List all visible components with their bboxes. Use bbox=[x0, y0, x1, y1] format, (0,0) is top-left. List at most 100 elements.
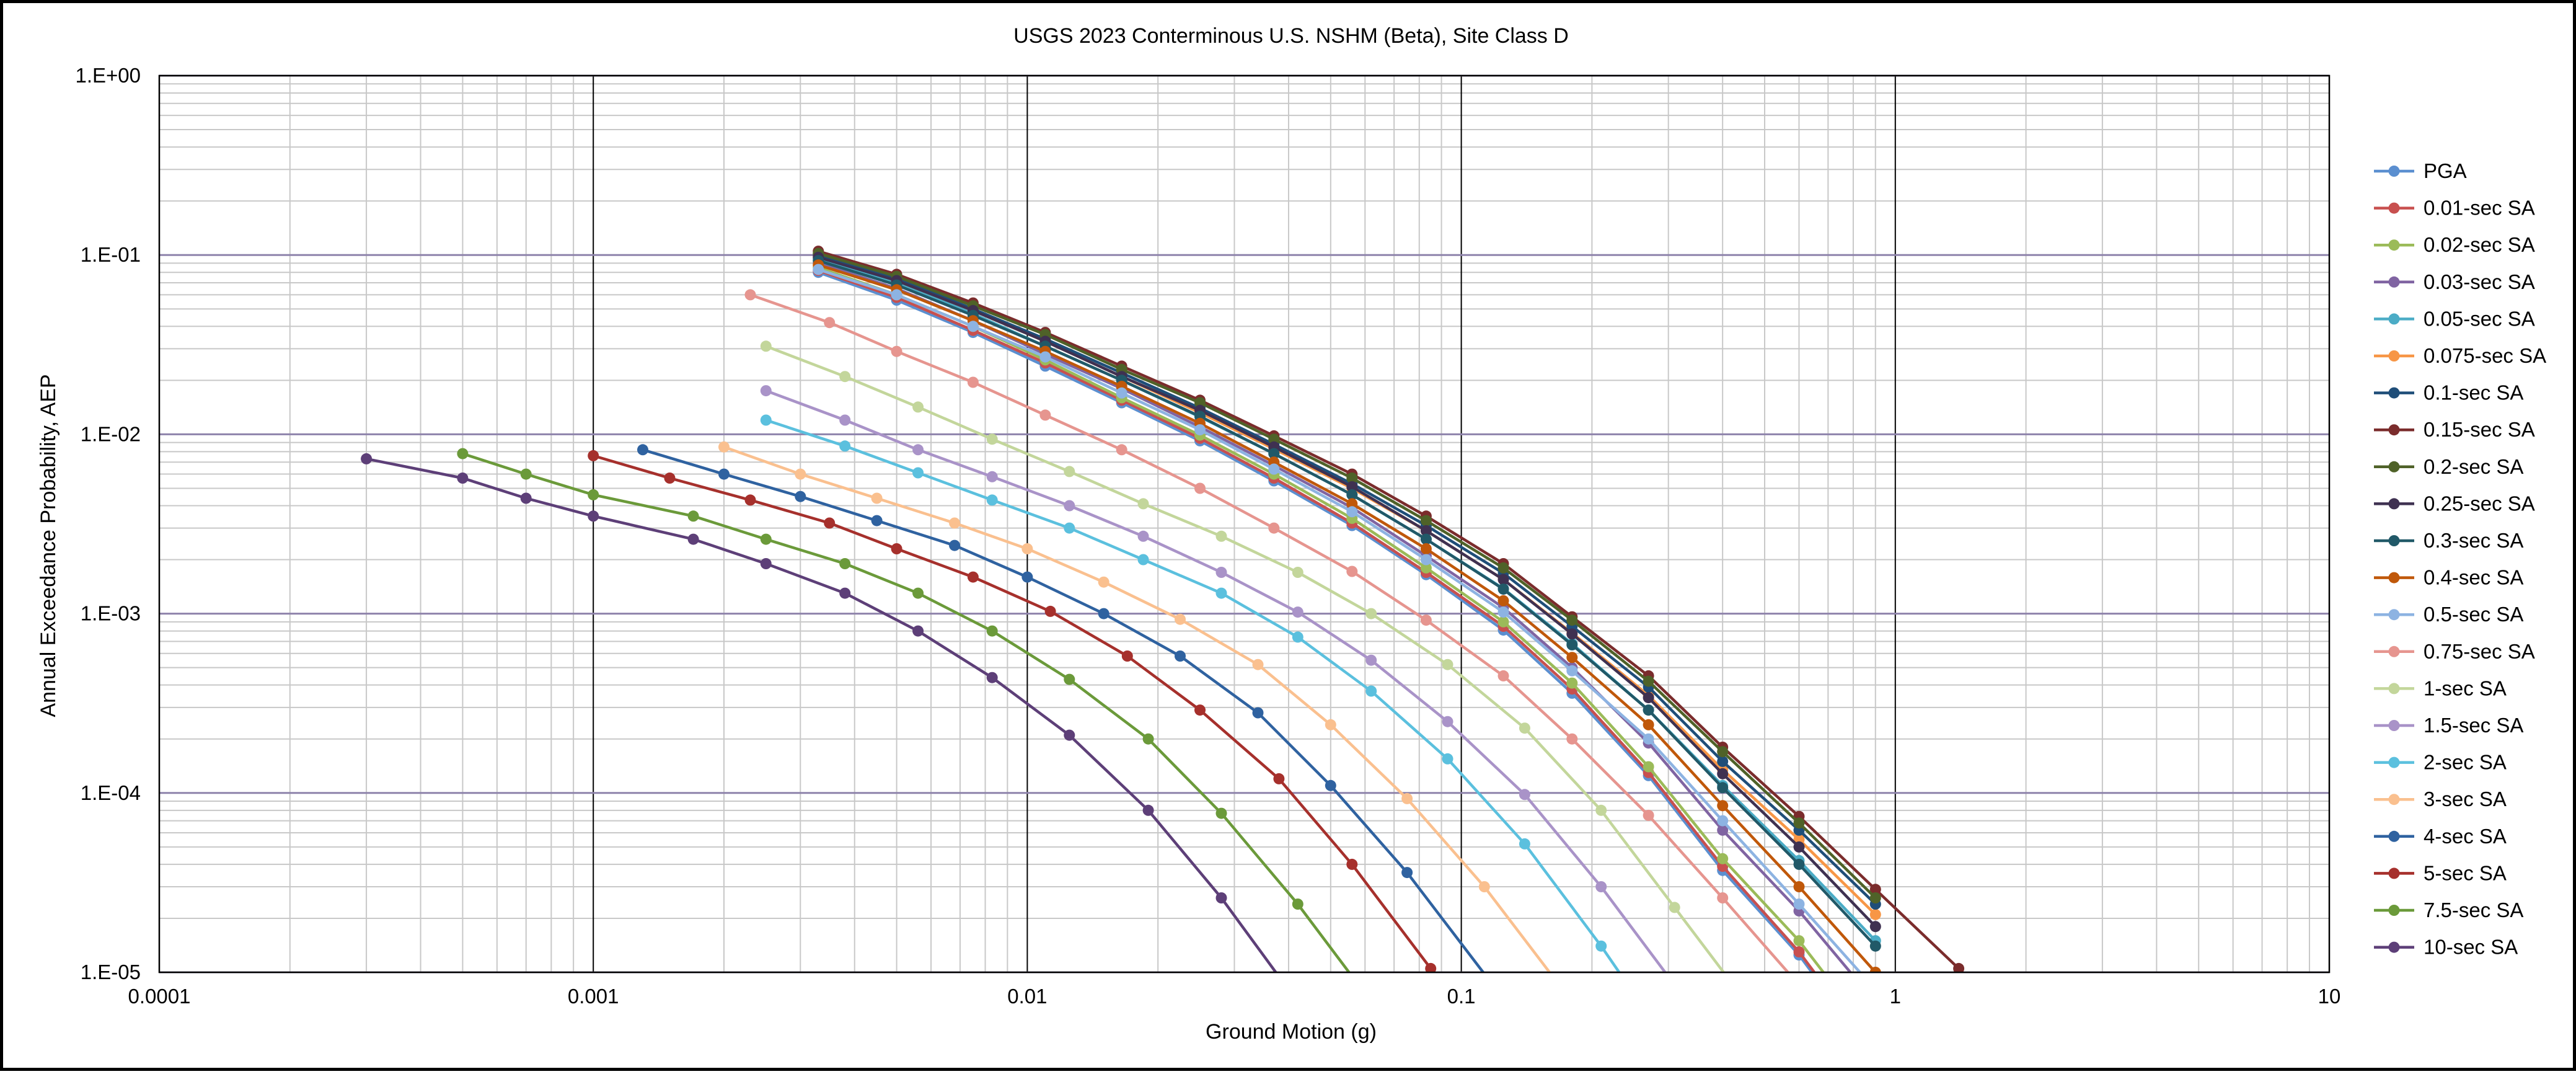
data-point bbox=[1215, 807, 1227, 819]
data-point bbox=[1566, 639, 1578, 650]
legend-label: 0.03-sec SA bbox=[2424, 270, 2535, 293]
data-point bbox=[637, 444, 648, 456]
data-point bbox=[1215, 530, 1227, 542]
data-point bbox=[912, 444, 924, 456]
y-axis-title: Annual Exceedance Probability, AEP bbox=[37, 374, 60, 717]
legend-item: 0.01-sec SA bbox=[2374, 197, 2535, 220]
legend-label: 7.5-sec SA bbox=[2424, 899, 2523, 921]
x-tick-label: 1 bbox=[1890, 985, 1901, 1008]
x-tick-label: 0.0001 bbox=[128, 985, 191, 1008]
data-point bbox=[1498, 670, 1509, 681]
y-tick-label: 1.E+00 bbox=[75, 64, 141, 87]
data-point bbox=[1793, 946, 1805, 957]
legend-label: PGA bbox=[2424, 159, 2467, 182]
legend-marker bbox=[2388, 572, 2400, 584]
data-point bbox=[1346, 498, 1358, 510]
legend-label: 0.1-sec SA bbox=[2424, 381, 2523, 404]
data-point bbox=[1365, 654, 1377, 666]
legend-label: 0.02-sec SA bbox=[2424, 233, 2535, 256]
data-point bbox=[1566, 615, 1578, 626]
legend-label: 2-sec SA bbox=[2424, 751, 2507, 774]
data-point bbox=[520, 468, 532, 480]
series-line bbox=[462, 452, 1351, 972]
legend-label: 0.05-sec SA bbox=[2424, 307, 2535, 330]
data-point bbox=[1268, 448, 1280, 459]
data-point bbox=[1717, 815, 1729, 827]
data-point bbox=[1498, 595, 1509, 606]
data-point bbox=[1595, 804, 1607, 816]
series-16 bbox=[760, 414, 1621, 972]
data-point bbox=[1194, 704, 1206, 716]
data-point bbox=[1643, 675, 1654, 687]
data-point bbox=[1793, 841, 1805, 853]
legend-label: 0.5-sec SA bbox=[2424, 603, 2523, 626]
data-point bbox=[1793, 858, 1805, 870]
data-point bbox=[1121, 650, 1133, 662]
data-point bbox=[760, 533, 772, 545]
data-point bbox=[1442, 716, 1453, 727]
series-line bbox=[818, 268, 1862, 972]
legend-marker bbox=[2388, 424, 2400, 436]
data-point bbox=[1064, 522, 1075, 534]
legend: PGA 0.01-sec SA 0.02-sec SA 0.03-sec SA 0.05… bbox=[2374, 159, 2546, 959]
data-point bbox=[664, 473, 676, 484]
data-point bbox=[1098, 576, 1109, 588]
data-point bbox=[1566, 652, 1578, 663]
legend-label: 0.4-sec SA bbox=[2424, 566, 2523, 589]
data-point bbox=[986, 471, 998, 482]
data-point bbox=[760, 414, 772, 426]
data-point bbox=[891, 543, 902, 554]
data-point bbox=[1215, 567, 1227, 578]
data-point bbox=[1420, 554, 1432, 566]
data-point bbox=[1519, 722, 1530, 734]
data-point bbox=[1215, 892, 1227, 903]
series-line bbox=[749, 293, 1790, 972]
data-point bbox=[1595, 881, 1607, 892]
data-point bbox=[839, 371, 851, 383]
data-point bbox=[1420, 543, 1432, 554]
legend-marker bbox=[2388, 830, 2400, 842]
data-point bbox=[1519, 838, 1530, 850]
grid bbox=[159, 74, 2330, 974]
series-line bbox=[765, 345, 1726, 972]
legend-item: 0.02-sec SA bbox=[2374, 233, 2535, 256]
legend-item: 0.25-sec SA bbox=[2374, 492, 2535, 515]
data-point bbox=[457, 448, 469, 459]
data-point bbox=[1252, 707, 1264, 719]
data-point bbox=[1953, 962, 1965, 972]
data-point bbox=[1325, 719, 1336, 730]
data-point bbox=[1643, 704, 1654, 716]
data-point bbox=[1175, 650, 1186, 662]
legend-item: 0.075-sec SA bbox=[2374, 344, 2546, 367]
legend-item: 1.5-sec SA bbox=[2374, 714, 2523, 737]
data-point bbox=[1442, 753, 1453, 765]
y-tick-label: 1.E-02 bbox=[81, 422, 141, 445]
data-point bbox=[1064, 500, 1075, 512]
data-point bbox=[361, 453, 373, 464]
data-point bbox=[1292, 567, 1303, 578]
data-point bbox=[760, 385, 772, 397]
data-point bbox=[1643, 761, 1654, 773]
data-point bbox=[1420, 515, 1432, 526]
data-point bbox=[760, 558, 772, 569]
data-point bbox=[1566, 628, 1578, 640]
plot-area bbox=[361, 246, 1965, 972]
data-point bbox=[1442, 659, 1453, 670]
legend-marker bbox=[2388, 868, 2400, 879]
data-point bbox=[1346, 566, 1358, 577]
data-point bbox=[1194, 397, 1206, 409]
data-point bbox=[1717, 768, 1729, 779]
y-tick-label: 1.E-03 bbox=[81, 602, 141, 625]
legend-label: 4-sec SA bbox=[2424, 825, 2507, 848]
plot-border bbox=[158, 74, 2331, 974]
series-20 bbox=[457, 448, 1351, 972]
data-point bbox=[744, 289, 756, 301]
data-point bbox=[1039, 351, 1051, 363]
data-point bbox=[588, 450, 599, 461]
data-point bbox=[1252, 659, 1264, 670]
data-point bbox=[1021, 571, 1033, 583]
data-point bbox=[1669, 902, 1680, 913]
x-tick-label: 0.001 bbox=[568, 985, 619, 1008]
data-point bbox=[520, 492, 532, 504]
